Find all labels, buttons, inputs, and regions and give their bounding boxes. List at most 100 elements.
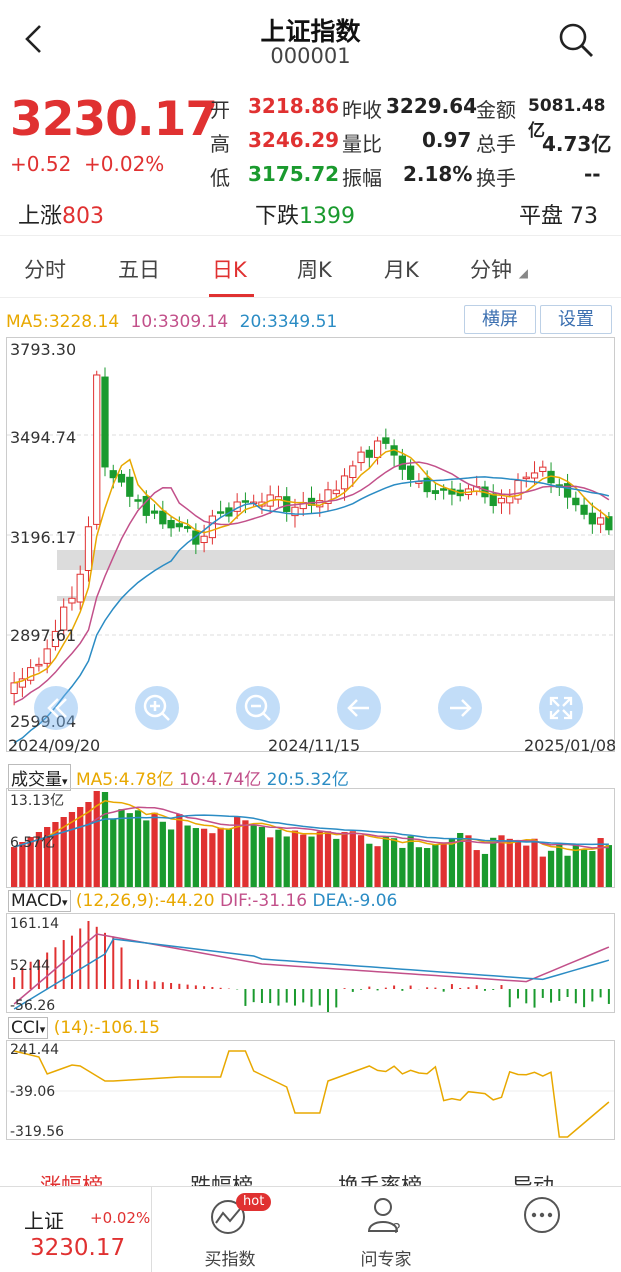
landscape-button[interactable]: 横屏 — [464, 305, 536, 334]
tab-weekly-k[interactable]: 周K — [297, 258, 332, 282]
volume-bar — [432, 844, 439, 887]
turnover-value: -- — [584, 162, 601, 186]
volume-chart[interactable] — [6, 788, 615, 888]
tab-intraday[interactable]: 分时 — [24, 258, 66, 282]
low-value: 3175.72 — [248, 162, 340, 186]
tab-five-day[interactable]: 五日 — [118, 258, 160, 282]
total-hands-label: 总手 — [476, 132, 516, 156]
cci-axis-label: 241.44 — [10, 1042, 59, 1058]
candle-body — [208, 515, 217, 539]
unchanged: 平盘 73 — [519, 198, 598, 230]
cci-indicator-select[interactable]: CCI▾ — [8, 1017, 49, 1039]
candle-body — [134, 499, 142, 502]
macd-dea: DEA:-9.06 — [312, 891, 398, 911]
ma20-value: 20:3349.51 — [239, 312, 338, 332]
zoom-in-button[interactable] — [135, 686, 179, 730]
volume-bar — [424, 848, 431, 887]
macd-indicator-select[interactable]: MACD▾ — [8, 890, 71, 912]
prev-close-value: 3229.64 — [386, 94, 478, 118]
buy-index-button[interactable]: hot 买指数 — [152, 1187, 308, 1272]
candle-body — [183, 526, 192, 529]
candle-body — [10, 682, 18, 695]
volume-indicator-select[interactable]: 成交量▾ — [8, 764, 71, 791]
mini-quote[interactable]: 上证 +0.02% 3230.17 — [0, 1187, 152, 1272]
unchanged-label: 平盘 — [519, 204, 564, 229]
macd-chart[interactable] — [6, 913, 615, 1013]
macd-dea-line — [13, 938, 610, 1010]
volume-bar — [126, 813, 133, 887]
volume-bar — [242, 820, 249, 887]
candle-body — [159, 510, 167, 525]
volume-bar — [143, 820, 150, 887]
candle-body — [35, 663, 43, 667]
caret-down-icon: ▾ — [61, 896, 68, 909]
candle-body — [324, 489, 332, 504]
volume-bar — [176, 814, 183, 887]
volume-bar — [118, 809, 125, 887]
tab-daily-k[interactable]: 日K — [212, 258, 247, 282]
search-icon[interactable] — [556, 20, 596, 60]
volume-bar — [159, 821, 166, 887]
volume-bar — [390, 838, 398, 887]
candle-body — [18, 678, 27, 688]
advancers: 上涨803 — [18, 198, 104, 230]
volume-bar — [580, 849, 588, 887]
tab-minute[interactable]: 分钟 ◢ — [470, 254, 528, 284]
zoom-out-button[interactable] — [236, 686, 280, 730]
cci-axis-label: -39.06 — [10, 1084, 56, 1100]
volume-bar — [448, 838, 456, 887]
tab-gainers[interactable]: 涨幅榜 — [40, 1174, 103, 1188]
active-tab-indicator — [209, 294, 254, 297]
candle-body — [340, 475, 349, 490]
volume-bar — [60, 817, 67, 887]
tab-turnover[interactable]: 换手率榜 — [338, 1174, 422, 1188]
volume-bar — [597, 838, 604, 887]
tab-monthly-k[interactable]: 月K — [384, 258, 419, 282]
page-title: 上证指数 — [260, 17, 361, 46]
candle-body — [530, 472, 539, 479]
kline-chart[interactable] — [6, 337, 615, 752]
volume-bar — [134, 810, 142, 887]
volume-bar — [308, 836, 315, 887]
tab-unusual[interactable]: 异动 — [512, 1174, 554, 1188]
caret-down-icon: ▾ — [39, 1023, 46, 1036]
macd-legend: MACD▾ (12,26,9):-44.20 DIF:-31.16 DEA:-9… — [8, 890, 397, 912]
scroll-to-start-button[interactable] — [34, 686, 78, 730]
open-label: 开 — [210, 98, 230, 122]
volume-ma20-line — [13, 814, 609, 848]
volume-bar — [167, 829, 175, 887]
tab-losers[interactable]: 跌幅榜 — [190, 1174, 253, 1188]
advancers-count: 803 — [62, 204, 105, 229]
volume-bar — [258, 826, 266, 887]
volume-bar — [300, 834, 307, 887]
ask-expert-button[interactable]: ? 问专家 — [308, 1187, 464, 1272]
volume-bar — [374, 846, 381, 887]
back-arrow-icon[interactable] — [18, 22, 52, 56]
scroll-left-button[interactable] — [337, 686, 381, 730]
decliners-label: 下跌 — [255, 204, 300, 229]
volume-bar — [407, 836, 414, 887]
volume-bar — [275, 829, 282, 887]
more-button[interactable] — [464, 1187, 621, 1272]
caret-down-icon: ◢ — [518, 266, 528, 280]
date-axis-label: 2024/11/15 — [268, 736, 361, 755]
chart-wave-icon — [211, 1200, 245, 1234]
fullscreen-button[interactable] — [539, 686, 583, 730]
svg-text:?: ? — [392, 1220, 400, 1237]
volume-ma20: 20:5.32亿 — [266, 770, 349, 790]
settings-button[interactable]: 设置 — [540, 305, 612, 334]
volume-bar — [110, 819, 117, 887]
tab-minute-label: 分钟 — [470, 258, 512, 282]
mini-name: 上证 — [24, 1209, 64, 1233]
volume-bar — [11, 847, 18, 887]
volume-bar — [457, 832, 464, 887]
candle-body — [167, 519, 175, 529]
scroll-right-button[interactable] — [438, 686, 482, 730]
volume-bar — [523, 845, 530, 887]
volume-bar — [217, 827, 224, 887]
cci-chart[interactable] — [6, 1040, 615, 1140]
volume-bar — [556, 844, 563, 887]
volume-bar — [192, 828, 199, 887]
candle-body — [522, 476, 530, 480]
candle-body — [200, 535, 208, 544]
